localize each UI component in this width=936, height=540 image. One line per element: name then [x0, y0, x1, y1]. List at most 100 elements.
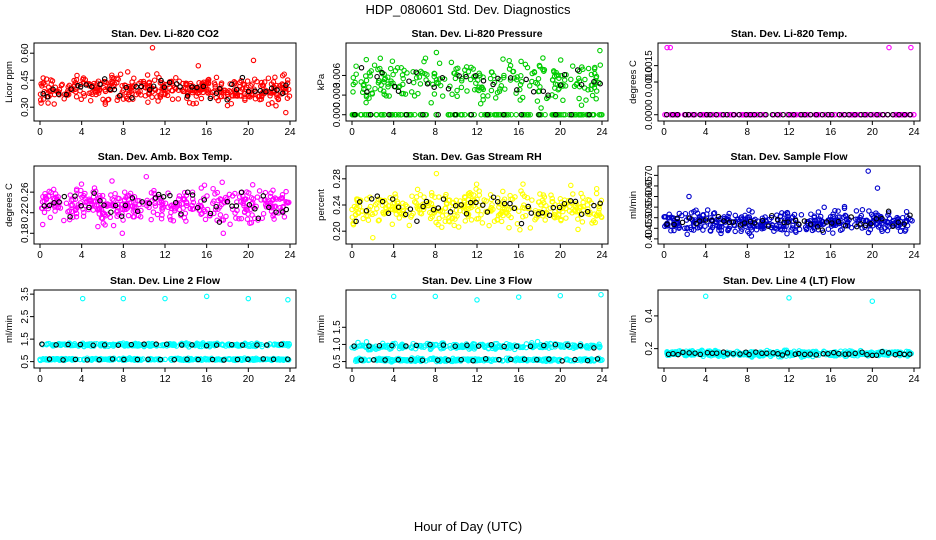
- x-tick-label: 24: [596, 374, 608, 385]
- data-point: [195, 356, 201, 363]
- data-point: [248, 87, 255, 93]
- data-point: [439, 75, 446, 81]
- data-point: [360, 82, 367, 89]
- data-point: [427, 341, 433, 348]
- data-point: [874, 185, 881, 191]
- data-point: [452, 212, 458, 219]
- data-point: [763, 350, 770, 357]
- data-point: [404, 357, 411, 364]
- data-point: [392, 191, 398, 197]
- data-point: [715, 224, 722, 230]
- data-point: [673, 111, 679, 118]
- data-point: [148, 216, 154, 223]
- data-point: [374, 200, 380, 206]
- data-point: [350, 81, 357, 88]
- data-point: [163, 341, 170, 347]
- data-point: [701, 111, 707, 118]
- data-point: [581, 85, 588, 91]
- data-point: [119, 230, 126, 237]
- x-tick-label: 20: [243, 250, 255, 261]
- data-point: [162, 295, 168, 302]
- data-point: [240, 81, 246, 87]
- x-tick-label: 16: [201, 374, 213, 385]
- data-point: [91, 190, 97, 196]
- y-axis-label: kPa: [316, 73, 327, 90]
- data-point: [452, 202, 459, 209]
- data-point: [680, 349, 686, 356]
- data-point: [263, 89, 269, 95]
- data-point: [56, 357, 63, 364]
- data-point: [114, 75, 120, 82]
- data-point: [530, 89, 537, 95]
- data-points: [349, 47, 605, 118]
- x-tick-label: 0: [349, 127, 355, 138]
- data-point: [484, 111, 491, 118]
- data-point: [134, 208, 141, 215]
- data-point: [46, 356, 53, 362]
- y-tick-label: 0.18: [20, 223, 31, 243]
- data-point: [668, 223, 675, 229]
- figure-title: HDP_080601 Std. Dev. Diagnostics: [366, 2, 571, 17]
- x-tick-label: 4: [79, 127, 85, 138]
- data-point: [51, 200, 57, 206]
- data-point: [387, 195, 393, 201]
- data-point: [380, 356, 386, 363]
- data-point: [258, 197, 264, 203]
- data-point: [80, 356, 87, 363]
- data-point: [878, 226, 885, 232]
- data-point: [241, 196, 248, 202]
- data-point: [101, 202, 107, 208]
- data-point: [417, 111, 424, 118]
- data-point: [518, 58, 524, 65]
- data-point: [430, 81, 436, 88]
- data-point: [893, 111, 900, 118]
- data-point: [38, 100, 44, 106]
- data-point: [164, 92, 171, 99]
- data-point: [748, 227, 755, 233]
- x-tick-label: 20: [555, 250, 567, 261]
- data-point: [81, 209, 87, 216]
- data-point: [483, 198, 489, 204]
- data-point: [830, 230, 836, 236]
- data-point: [443, 200, 450, 206]
- data-point: [795, 350, 802, 357]
- data-point: [270, 79, 277, 85]
- data-point: [593, 75, 599, 81]
- data-point: [578, 102, 585, 108]
- data-point: [227, 221, 233, 228]
- data-point: [751, 111, 758, 118]
- data-point: [829, 220, 835, 226]
- data-point: [809, 227, 816, 234]
- data-point: [901, 111, 908, 118]
- data-point: [531, 69, 538, 75]
- data-point: [413, 194, 420, 200]
- data-point: [597, 47, 603, 54]
- data-point: [212, 81, 218, 88]
- data-point: [251, 215, 258, 222]
- data-point: [782, 211, 788, 217]
- data-point: [671, 221, 677, 228]
- data-point: [482, 111, 489, 118]
- data-point: [181, 195, 187, 202]
- data-point: [369, 211, 376, 218]
- data-point: [417, 210, 423, 216]
- data-point: [805, 111, 811, 118]
- data-point: [408, 357, 414, 363]
- data-point: [353, 218, 359, 225]
- data-point: [367, 203, 374, 210]
- data-point: [539, 210, 546, 216]
- data-point: [83, 341, 90, 348]
- data-point: [224, 196, 230, 202]
- data-point: [596, 206, 602, 212]
- y-tick-label: 0.4: [644, 309, 655, 323]
- data-point: [199, 210, 205, 217]
- data-point: [209, 356, 216, 363]
- data-point: [585, 206, 591, 212]
- data-point: [389, 111, 396, 118]
- data-point: [271, 341, 278, 347]
- data-point: [233, 203, 240, 209]
- data-point: [358, 65, 365, 71]
- data-point: [527, 225, 534, 231]
- data-point: [245, 88, 252, 95]
- data-point: [454, 87, 460, 94]
